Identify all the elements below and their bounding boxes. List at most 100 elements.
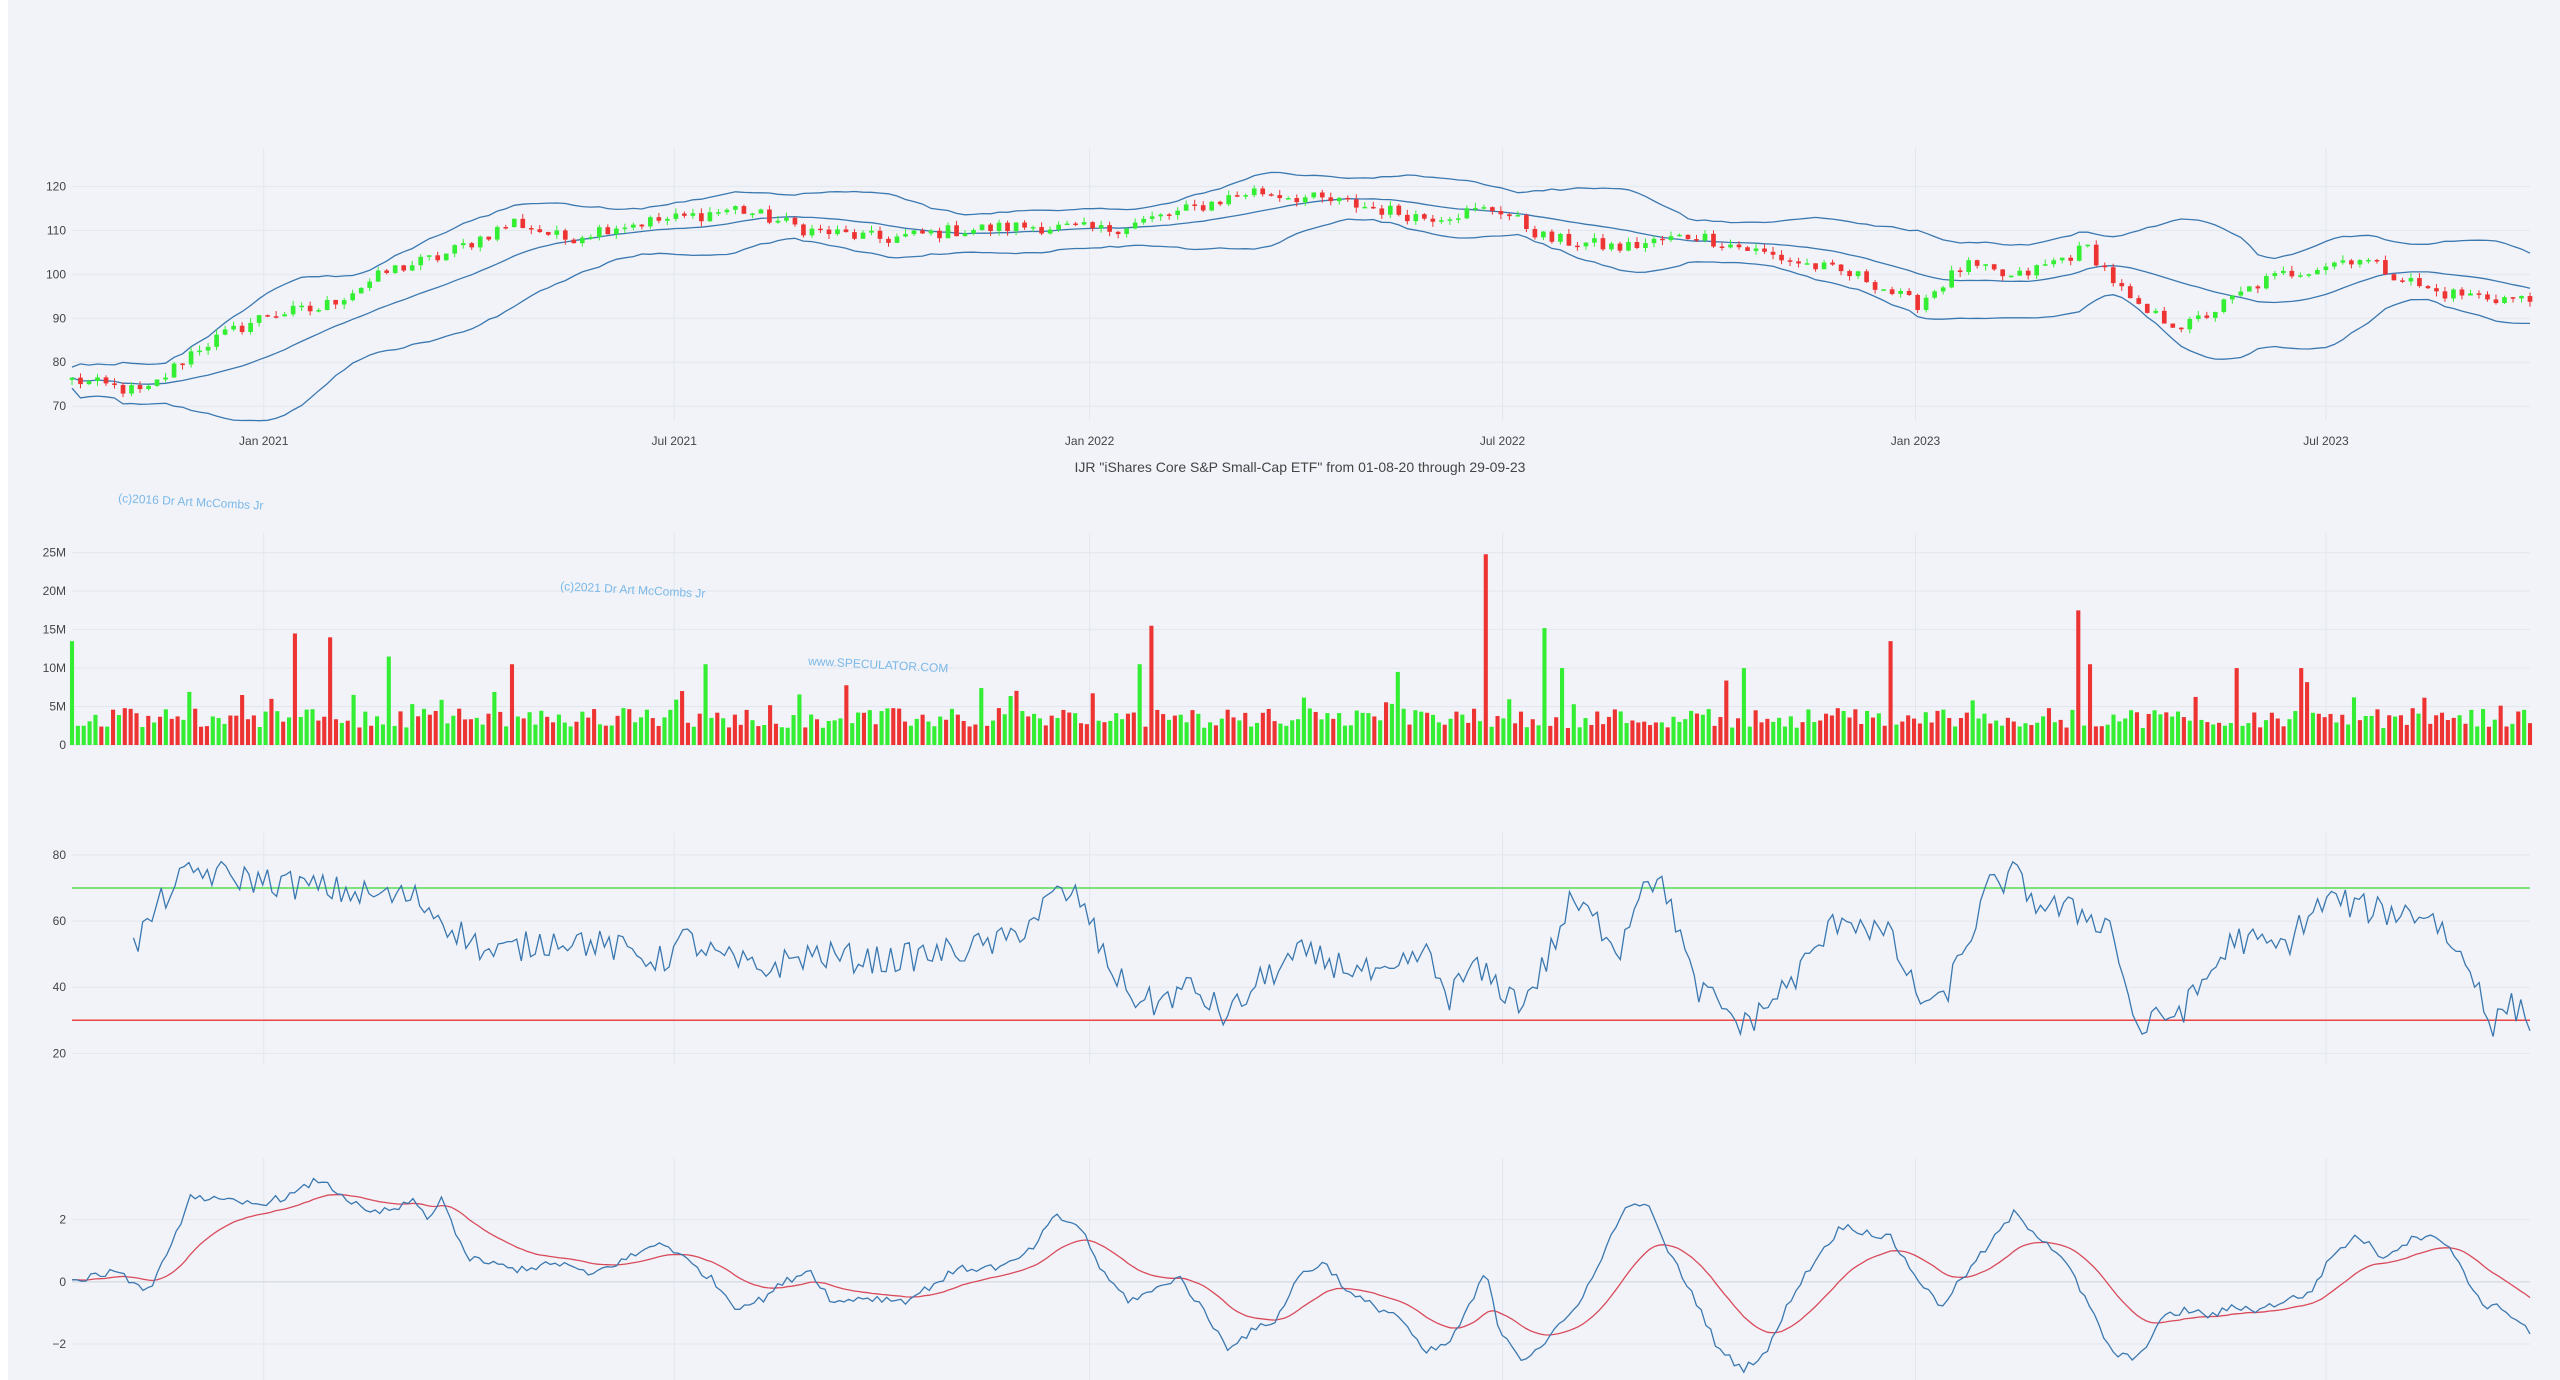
volume-bar (1501, 718, 1506, 745)
x-tick-label: Jan 2023 (1891, 434, 1941, 448)
volume-bar (2316, 713, 2321, 745)
volume-bar (1536, 725, 1541, 745)
axis-ticks: Jan 2021 Jul 2021 Jan 2022 Jul 2022 Jan 2023… (43, 179, 2349, 1351)
volume-bar (2293, 711, 2298, 745)
volume-bar (2457, 715, 2462, 745)
candle-body (2281, 270, 2286, 274)
volume-bar (2346, 724, 2351, 745)
volume-bar (81, 725, 86, 745)
volume-bar (621, 708, 626, 745)
volume-bar (2287, 719, 2292, 745)
volume-bar (375, 716, 380, 745)
candle-body (1736, 244, 1742, 248)
volume-bar (709, 717, 714, 745)
volume-bar (2017, 726, 2022, 745)
candle-body (180, 363, 185, 366)
candle-body (631, 224, 636, 228)
volume-bar (404, 727, 409, 745)
candle-body (954, 225, 959, 237)
volume-bar (1454, 711, 1459, 745)
volume-bar (1020, 711, 1025, 745)
volume-bar (1472, 708, 1477, 745)
candle-body (2468, 293, 2473, 296)
volume-bar (1372, 716, 1377, 745)
candle-body (2102, 265, 2108, 268)
volume-bar (1982, 713, 1987, 745)
x-tick-label: Jan 2021 (239, 434, 289, 448)
candle-body (1906, 290, 1912, 295)
volume-bar (1665, 727, 1670, 745)
volume-bar (879, 711, 884, 745)
volume-bar (1577, 727, 1582, 745)
volume-bar (2246, 723, 2251, 745)
candle-body (2264, 276, 2269, 289)
volume-bar (1237, 720, 1242, 745)
candle-body (2434, 288, 2439, 292)
volume-bar (850, 723, 855, 745)
candle-body (1030, 227, 1036, 229)
volume-bar (1125, 713, 1130, 745)
volume-bar (539, 710, 544, 745)
candle-body (2391, 274, 2397, 281)
chart-title: IJR "iShares Core S&P Small-Cap ETF" fro… (1075, 459, 1526, 475)
volume-bar (726, 727, 732, 745)
volume-bar (2486, 726, 2491, 745)
candle-body (1524, 215, 1529, 229)
candle-body (1064, 223, 1070, 226)
volume-bar (492, 691, 497, 745)
volume-bar (732, 714, 737, 745)
candle-body (2357, 260, 2363, 265)
volume-bar (75, 725, 80, 745)
volume-bar (1137, 664, 1142, 745)
candle-body (579, 237, 585, 244)
volume-bar (914, 718, 919, 745)
candle-body (894, 236, 900, 243)
volume-bar (1149, 625, 1154, 745)
volume-bar (1448, 718, 1453, 745)
candle-body (2136, 298, 2142, 304)
volume-bar (1823, 713, 1829, 745)
candle-body (2400, 280, 2405, 282)
volume-bar (480, 724, 485, 745)
candle-body (350, 293, 356, 301)
oscillator-lines (72, 1177, 2531, 1374)
volume-bar (2305, 682, 2310, 745)
volume-bar (586, 717, 591, 745)
candle-body (639, 224, 645, 227)
candle-body (809, 228, 815, 236)
volume-bar (1495, 716, 1500, 745)
volume-bar (1865, 710, 1870, 745)
volume-bar (785, 727, 790, 745)
volume-bar (1812, 722, 1817, 745)
volume-bar (1888, 641, 1893, 745)
candle-body (1439, 220, 1444, 222)
candle-body (2144, 303, 2150, 313)
volume-bar (1114, 713, 1119, 745)
volume-bar (1407, 724, 1412, 745)
candle-body (1421, 214, 1427, 219)
volume-bar (2023, 723, 2028, 745)
candle-body (282, 314, 287, 317)
volume-bar (2170, 716, 2175, 745)
volume-bar (861, 712, 867, 745)
volume-bar (1337, 713, 1342, 745)
volume-bar (1442, 724, 1447, 745)
candle-body (2340, 260, 2346, 263)
candle-body (1124, 228, 1129, 235)
volume-bar (2369, 715, 2374, 745)
volume-bar (99, 726, 104, 745)
volume-bar (1161, 714, 1166, 745)
volume-bar (439, 699, 444, 745)
candle-body (452, 245, 458, 254)
volume-bar (1818, 720, 1823, 745)
volume-bar (1419, 711, 1424, 745)
volume-bar (1290, 720, 1295, 745)
candle-body (2425, 286, 2431, 289)
candle-body (1787, 260, 1793, 262)
volume-bar (2222, 725, 2227, 745)
candle-body (903, 234, 908, 237)
volume-bar (1870, 717, 1876, 745)
volume-bar (427, 714, 432, 745)
volume-bar (1078, 723, 1084, 745)
candle-body (554, 230, 560, 235)
